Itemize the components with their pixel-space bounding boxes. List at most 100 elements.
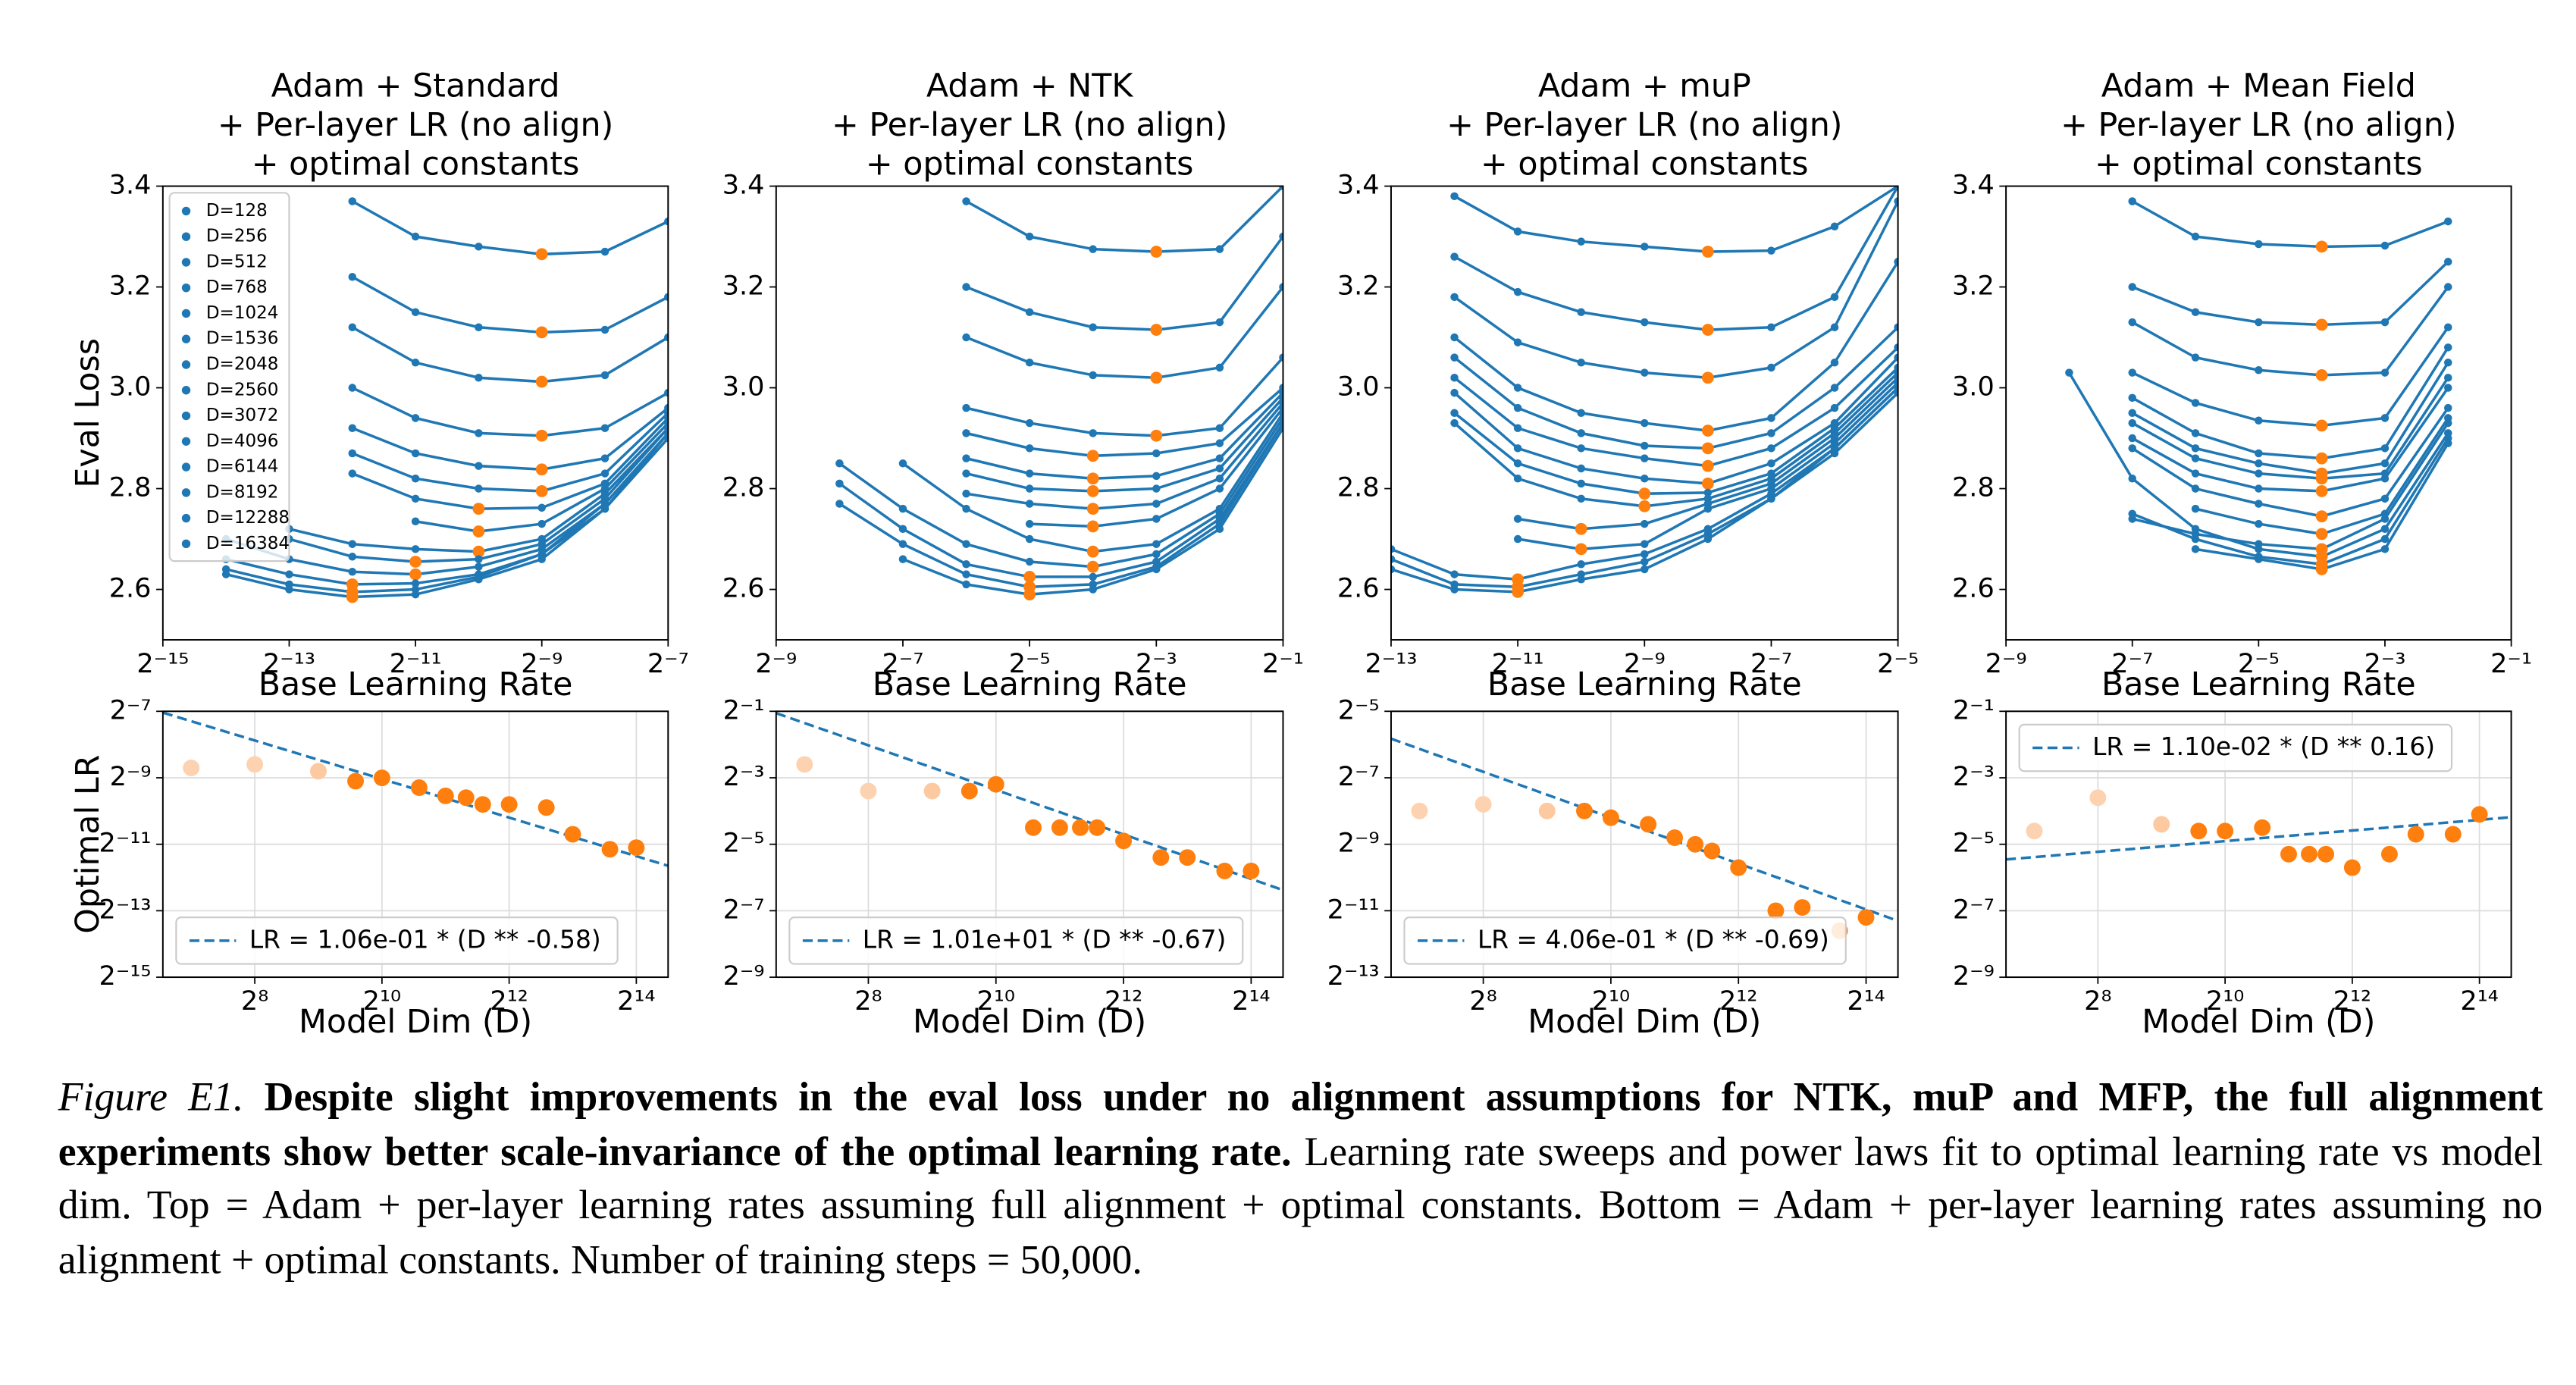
legend-marker bbox=[181, 411, 191, 421]
data-point bbox=[962, 504, 970, 513]
data-point bbox=[2255, 240, 2263, 249]
plot-area bbox=[162, 711, 669, 867]
data-point bbox=[923, 782, 941, 800]
data-point bbox=[1215, 424, 1224, 432]
chart-title: + Per-layer LR (no align) bbox=[1446, 106, 1842, 144]
data-point bbox=[1086, 520, 1099, 533]
data-point bbox=[2255, 555, 2263, 563]
data-point bbox=[1450, 418, 1459, 428]
data-point bbox=[2191, 454, 2200, 462]
x-axis-label: Base Learning Rate bbox=[1487, 666, 1802, 703]
series-line bbox=[2132, 261, 2449, 327]
data-point bbox=[2315, 318, 2328, 331]
x-tick-label: 2¹² bbox=[490, 985, 528, 1017]
x-tick-label: 2⁻⁵ bbox=[2238, 648, 2280, 679]
data-point bbox=[1215, 318, 1224, 327]
charts: Adam + Standard + Per-layer LR (no align)… bbox=[69, 67, 2532, 1041]
series-line bbox=[225, 432, 669, 586]
data-point bbox=[1701, 477, 1714, 490]
series-line bbox=[838, 417, 1283, 569]
series-line bbox=[965, 186, 1283, 253]
legend-marker bbox=[181, 258, 191, 267]
x-tick-label: 2⁻⁵ bbox=[1009, 648, 1051, 679]
data-point bbox=[535, 326, 548, 339]
data-point bbox=[1450, 388, 1459, 397]
caption-label: Figure E1. bbox=[58, 1075, 244, 1120]
data-point bbox=[1513, 403, 1522, 412]
data-point bbox=[2191, 353, 2200, 362]
y-tick-label: 3.4 bbox=[722, 170, 765, 201]
y-tick-label: 3.4 bbox=[1337, 170, 1380, 201]
data-point bbox=[2315, 419, 2328, 432]
data-point bbox=[1086, 472, 1099, 485]
data-point bbox=[2128, 474, 2136, 483]
data-point bbox=[898, 555, 907, 563]
data-point bbox=[2128, 418, 2136, 428]
data-point bbox=[2128, 368, 2136, 377]
data-point bbox=[2315, 240, 2328, 253]
x-tick-label: 2¹⁰ bbox=[1592, 985, 1630, 1017]
chart-title: Adam + Standard bbox=[271, 67, 560, 105]
data-point bbox=[1641, 368, 1649, 377]
data-point bbox=[475, 243, 483, 251]
x-axis-label: Model Dim (D) bbox=[1528, 1003, 1761, 1041]
data-point bbox=[346, 591, 359, 603]
data-point bbox=[1086, 560, 1099, 573]
subplot: Model Dim (D) 2⁸ 2¹⁰ 2¹² 2¹⁴ 2⁻⁹ 2⁻⁷ 2⁻⁵ 2⁻³ 2⁻¹ L… bbox=[1953, 694, 2512, 1041]
data-point bbox=[1830, 359, 1839, 367]
caption-text: Learning rate sweeps and power laws fit … bbox=[58, 1129, 2543, 1283]
data-point bbox=[411, 545, 420, 553]
x-tick-label: 2⁻³ bbox=[2364, 648, 2406, 679]
series-line bbox=[966, 396, 1283, 493]
data-point bbox=[1450, 192, 1459, 201]
series-line bbox=[838, 422, 1283, 588]
data-point bbox=[600, 325, 610, 334]
y-tick-label: 3.2 bbox=[1337, 271, 1380, 302]
data-point bbox=[2380, 474, 2390, 483]
plot-frame bbox=[775, 185, 1284, 641]
plot-area bbox=[221, 197, 669, 603]
y-tick-label: 2⁻⁵ bbox=[1338, 694, 1380, 725]
data-point bbox=[1894, 353, 1898, 362]
data-point bbox=[962, 429, 970, 437]
x-tick-label: 2⁻³ bbox=[1136, 648, 1177, 679]
data-point bbox=[1576, 802, 1593, 819]
data-point bbox=[1641, 454, 1649, 462]
x-tick-label: 2⁻⁵ bbox=[1877, 648, 1919, 679]
y-tick-label: 3.2 bbox=[722, 271, 765, 302]
data-point bbox=[285, 585, 293, 594]
data-point bbox=[1152, 565, 1161, 574]
series-line bbox=[2132, 422, 2449, 551]
x-tick-label: 2¹⁴ bbox=[1232, 985, 1270, 1017]
series-line bbox=[1453, 186, 1898, 253]
x-tick-label: 2⁻¹³ bbox=[1365, 648, 1417, 679]
data-point bbox=[1025, 819, 1042, 836]
x-tick-label: 2¹⁰ bbox=[2206, 985, 2244, 1017]
data-point bbox=[1577, 359, 1585, 367]
data-point bbox=[2089, 789, 2107, 807]
data-point bbox=[474, 796, 491, 813]
data-point bbox=[348, 384, 357, 392]
data-point bbox=[348, 272, 357, 281]
x-tick-label: 2⁻⁷ bbox=[882, 648, 924, 679]
series-line bbox=[1453, 326, 1898, 450]
data-point bbox=[1638, 500, 1651, 512]
legend-marker bbox=[181, 386, 191, 395]
data-point bbox=[537, 519, 546, 528]
data-point bbox=[535, 375, 548, 388]
subplot: Adam + muP+ Per-layer LR (no align)+ opt… bbox=[1337, 67, 1919, 703]
series-line bbox=[2131, 346, 2449, 460]
data-point bbox=[1577, 237, 1585, 246]
data-point bbox=[1577, 575, 1585, 584]
data-point bbox=[898, 459, 907, 468]
data-point bbox=[1641, 557, 1649, 566]
data-point bbox=[2191, 399, 2200, 407]
x-tick-label: 2⁻⁹ bbox=[1985, 648, 2027, 679]
y-tick-label: 2⁻¹ bbox=[1953, 694, 1995, 725]
data-point bbox=[2191, 429, 2200, 437]
data-point bbox=[2128, 318, 2136, 327]
series-line bbox=[351, 275, 669, 334]
data-point bbox=[600, 247, 610, 256]
x-axis-label: Model Dim (D) bbox=[299, 1003, 532, 1041]
